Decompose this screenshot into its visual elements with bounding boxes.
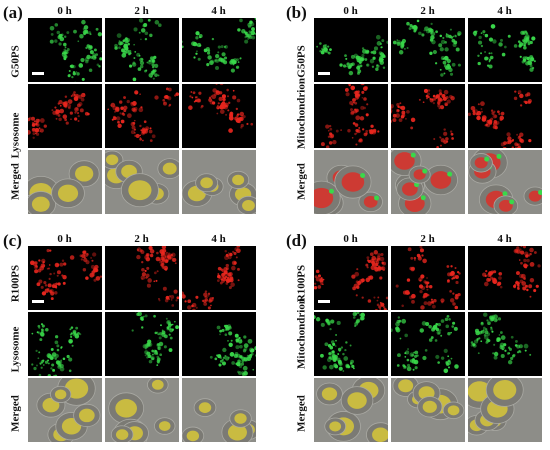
row-label: G50PS bbox=[11, 26, 22, 98]
micrograph-image bbox=[28, 150, 102, 214]
micrograph-image bbox=[314, 150, 388, 214]
micrograph-image bbox=[314, 84, 388, 148]
micrograph-image bbox=[182, 378, 256, 442]
micrograph-image bbox=[182, 18, 256, 82]
micrograph-image bbox=[28, 378, 102, 442]
scale-bar bbox=[32, 300, 44, 303]
row-label: R100PS bbox=[11, 248, 22, 320]
column-header: 4 h bbox=[182, 6, 255, 17]
panel-letter: (a) bbox=[3, 4, 23, 21]
micrograph-image bbox=[314, 378, 388, 442]
row-label: Mitochondrion bbox=[297, 298, 308, 370]
row-label: Merged bbox=[297, 378, 308, 450]
micrograph-image bbox=[105, 150, 179, 214]
micrograph-image bbox=[391, 246, 465, 310]
row-label: Merged bbox=[11, 146, 22, 218]
micrograph-image bbox=[391, 378, 465, 442]
micrograph-image bbox=[182, 312, 256, 376]
column-header: 2 h bbox=[105, 234, 178, 245]
micrograph-image bbox=[468, 84, 542, 148]
scale-bar bbox=[318, 300, 330, 303]
micrograph-image bbox=[105, 312, 179, 376]
micrograph-image bbox=[182, 150, 256, 214]
column-header: 2 h bbox=[105, 6, 178, 17]
micrograph-image bbox=[105, 18, 179, 82]
panel-letter: (b) bbox=[286, 4, 307, 21]
micrograph-image bbox=[468, 312, 542, 376]
micrograph-image bbox=[468, 246, 542, 310]
column-header: 0 h bbox=[314, 6, 387, 17]
micrograph-image bbox=[105, 84, 179, 148]
micrograph-image bbox=[468, 18, 542, 82]
micrograph-image bbox=[28, 312, 102, 376]
column-header: 0 h bbox=[28, 6, 101, 17]
column-header: 2 h bbox=[391, 6, 464, 17]
micrograph-image bbox=[391, 150, 465, 214]
micrograph-image bbox=[105, 378, 179, 442]
micrograph-image bbox=[391, 312, 465, 376]
scale-bar bbox=[318, 72, 330, 75]
row-label: Merged bbox=[11, 378, 22, 450]
column-header: 0 h bbox=[28, 234, 101, 245]
column-header: 2 h bbox=[391, 234, 464, 245]
micrograph-image bbox=[182, 84, 256, 148]
micrograph-image bbox=[391, 18, 465, 82]
micrograph-image bbox=[314, 312, 388, 376]
micrograph-image bbox=[182, 246, 256, 310]
micrograph-image bbox=[468, 150, 542, 214]
panel-letter: (d) bbox=[286, 232, 307, 249]
row-label: Lysosome bbox=[11, 314, 22, 386]
column-header: 4 h bbox=[468, 6, 541, 17]
scale-bar bbox=[32, 72, 44, 75]
panel-letter: (c) bbox=[3, 232, 22, 249]
row-label: Mitochondrion bbox=[297, 78, 308, 150]
column-header: 4 h bbox=[182, 234, 255, 245]
row-label: Merged bbox=[297, 146, 308, 218]
micrograph-image bbox=[105, 246, 179, 310]
micrograph-image bbox=[28, 84, 102, 148]
column-header: 0 h bbox=[314, 234, 387, 245]
column-header: 4 h bbox=[468, 234, 541, 245]
micrograph-image bbox=[391, 84, 465, 148]
micrograph-image bbox=[468, 378, 542, 442]
